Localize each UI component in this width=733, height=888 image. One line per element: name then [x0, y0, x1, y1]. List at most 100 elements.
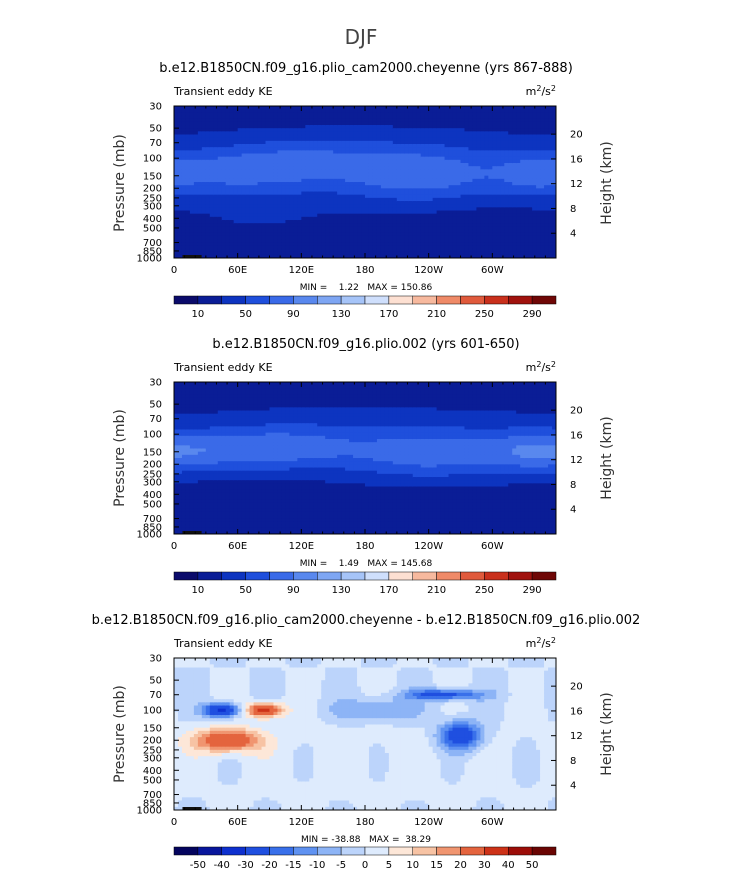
field-cell	[349, 163, 354, 167]
field-cell	[452, 169, 458, 174]
field-cell	[225, 232, 231, 237]
field-cell	[420, 175, 426, 180]
field-cell	[237, 223, 243, 227]
field-cell	[253, 140, 259, 145]
field-cell	[325, 134, 330, 139]
field-cell	[376, 140, 382, 145]
field-cell	[253, 128, 259, 132]
field-cell	[424, 188, 430, 193]
field-cell	[174, 496, 179, 500]
field-cell	[174, 115, 179, 120]
field-cell	[177, 128, 183, 132]
field-cell	[528, 150, 533, 155]
field-cell	[249, 109, 255, 113]
field-cell	[532, 245, 537, 250]
field-cell	[273, 254, 279, 258]
field-cell	[492, 204, 497, 208]
field-cell	[205, 232, 211, 237]
field-cell	[329, 251, 334, 256]
field-cell	[353, 248, 358, 253]
field-cell	[384, 232, 390, 237]
field-cell	[412, 220, 418, 224]
field-cell	[301, 220, 306, 224]
field-cell	[309, 178, 314, 183]
field-cell	[436, 178, 442, 183]
field-cell	[285, 125, 290, 129]
field-cell	[436, 216, 442, 221]
field-cell	[528, 178, 533, 183]
field-cell	[193, 213, 199, 218]
field-cell	[544, 213, 549, 218]
field-cell	[241, 172, 247, 177]
field-cell	[177, 467, 183, 472]
field-cell	[416, 163, 422, 167]
field-cell	[464, 201, 470, 205]
field-cell	[233, 188, 239, 193]
field-cell	[345, 144, 350, 148]
field-cell	[213, 137, 219, 142]
field-cell	[301, 150, 306, 155]
field-cell	[325, 194, 330, 199]
field-cell	[456, 144, 462, 148]
field-cell	[408, 125, 414, 129]
field-cell	[221, 197, 227, 202]
field-cell	[261, 248, 267, 253]
field-cell	[404, 229, 410, 234]
field-cell	[357, 125, 362, 129]
field-cell	[257, 242, 263, 246]
field-cell	[341, 156, 346, 161]
field-cell	[285, 242, 290, 246]
field-cell	[432, 204, 438, 208]
field-cell	[456, 207, 462, 212]
field-cell	[213, 229, 219, 234]
field-cell	[496, 204, 501, 208]
field-cell	[452, 223, 458, 227]
field-cell	[245, 235, 251, 240]
field-cell	[317, 169, 322, 174]
field-cell	[380, 125, 386, 129]
field-cell	[492, 188, 497, 193]
field-cell	[277, 175, 283, 180]
field-cell	[412, 248, 418, 253]
field-cell	[245, 213, 251, 218]
field-cell	[464, 245, 470, 250]
field-cell	[205, 223, 211, 227]
field-cell	[448, 232, 454, 237]
field-cell	[333, 229, 338, 234]
field-cell	[396, 210, 402, 215]
field-cell	[416, 178, 422, 183]
field-cell	[337, 166, 342, 170]
field-cell	[353, 254, 358, 258]
field-cell	[353, 150, 358, 155]
field-cell	[464, 178, 470, 183]
field-cell	[273, 121, 279, 126]
field-cell	[488, 248, 493, 253]
field-cell	[337, 197, 342, 202]
field-cell	[520, 207, 525, 212]
field-cell	[388, 245, 394, 250]
field-cell	[174, 524, 179, 529]
field-cell	[341, 229, 346, 234]
field-cell	[496, 254, 501, 258]
field-cell	[317, 112, 322, 117]
field-cell	[201, 235, 207, 240]
field-cell	[368, 248, 374, 253]
field-cell	[209, 251, 215, 256]
field-cell	[265, 131, 271, 136]
field-cell	[464, 175, 470, 180]
field-cell	[237, 232, 243, 237]
field-cell	[177, 492, 183, 497]
field-cell	[289, 109, 294, 113]
field-cell	[213, 245, 219, 250]
field-cell	[241, 242, 247, 246]
field-cell	[424, 178, 430, 183]
field-cell	[201, 191, 207, 196]
field-cell	[309, 115, 314, 120]
field-cell	[249, 169, 255, 174]
field-cell	[285, 156, 290, 161]
field-cell	[185, 207, 191, 212]
field-cell	[476, 223, 481, 227]
field-cell	[305, 194, 310, 199]
field-cell	[408, 172, 414, 177]
field-cell	[245, 245, 251, 250]
